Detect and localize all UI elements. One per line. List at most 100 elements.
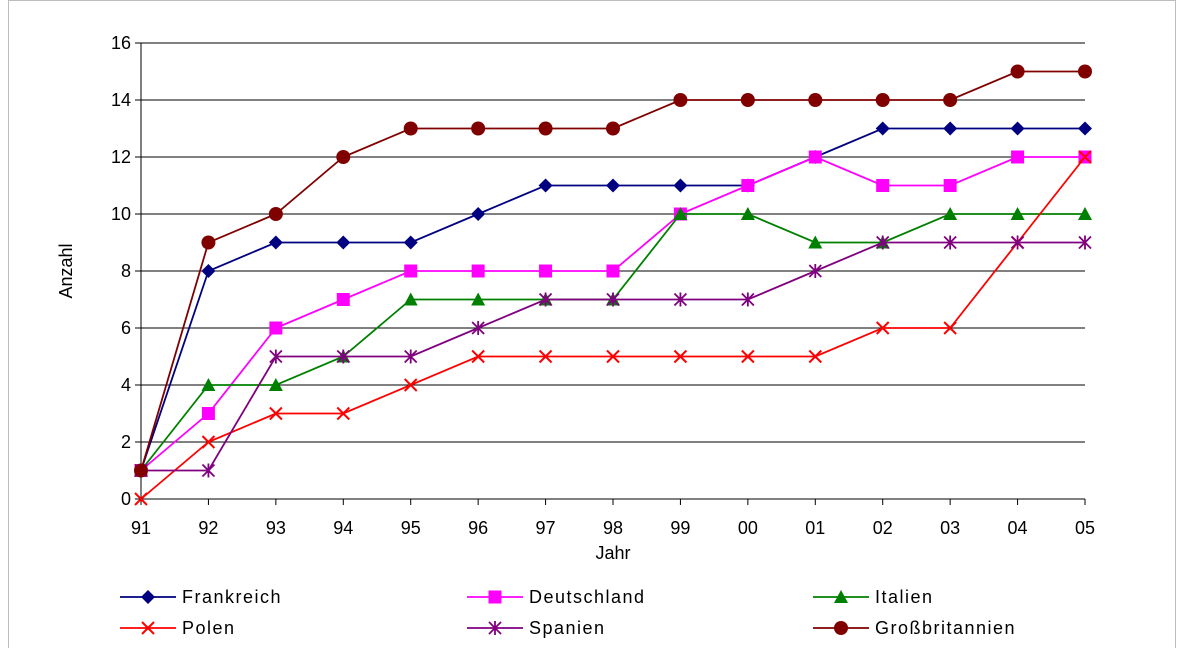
data-point-circle bbox=[740, 93, 755, 107]
data-point-circle bbox=[201, 235, 216, 250]
data-point-star bbox=[1078, 235, 1092, 250]
legend-label: Italien bbox=[875, 587, 934, 607]
legend-item: Italien bbox=[813, 587, 934, 607]
data-point-x-stroke bbox=[606, 349, 620, 364]
x-tick-label: 95 bbox=[401, 518, 421, 538]
data-point-circle bbox=[336, 150, 351, 164]
data-point-square bbox=[488, 590, 502, 604]
x-tick-label: 02 bbox=[873, 518, 893, 538]
y-tick-label: 0 bbox=[121, 489, 131, 509]
x-tick-label: 93 bbox=[266, 518, 286, 538]
data-point-star-stroke bbox=[808, 264, 822, 278]
data-point-x bbox=[404, 378, 418, 392]
data-point-circle bbox=[834, 621, 848, 635]
data-point-star bbox=[336, 349, 350, 364]
data-point-x-stroke bbox=[943, 321, 957, 335]
data-point-triangle bbox=[268, 378, 283, 391]
series-großbritannien bbox=[134, 64, 1092, 478]
data-point-star-stroke bbox=[201, 463, 216, 478]
legend-label: Frankreich bbox=[182, 587, 282, 607]
data-point-circle bbox=[1010, 64, 1025, 79]
data-point-x-stroke bbox=[876, 321, 890, 335]
y-tick-label: 4 bbox=[121, 375, 131, 395]
legend-item: Frankreich bbox=[120, 587, 282, 607]
x-tick-label: 99 bbox=[670, 518, 690, 538]
data-point-x bbox=[336, 406, 350, 421]
data-point-diamond bbox=[1010, 121, 1025, 136]
data-point-x bbox=[201, 435, 216, 449]
data-point-circle bbox=[943, 93, 958, 107]
data-point-triangle bbox=[1010, 207, 1025, 220]
data-point-square bbox=[876, 179, 890, 192]
data-point-x bbox=[943, 321, 957, 335]
legend-label: Polen bbox=[182, 618, 236, 638]
x-tick-label: 01 bbox=[805, 518, 825, 538]
data-point-triangle bbox=[834, 590, 848, 603]
data-point-x-stroke bbox=[336, 406, 350, 421]
legend-label: Deutschland bbox=[529, 587, 646, 607]
data-point-star-stroke bbox=[876, 235, 890, 250]
data-point-star-stroke bbox=[269, 349, 283, 364]
data-point-diamond bbox=[673, 178, 688, 193]
data-point-diamond bbox=[268, 235, 283, 250]
data-point-x bbox=[538, 349, 553, 364]
chart-frame bbox=[8, 0, 1176, 648]
series-frankreich bbox=[134, 121, 1092, 478]
x-tick-labels: 91 92 93 94 95 96 97 98 99 00 01 02 03 04 05 bbox=[131, 499, 1095, 538]
data-point-star bbox=[538, 292, 553, 307]
data-point-diamond bbox=[403, 235, 418, 250]
data-point-diamond bbox=[606, 178, 620, 193]
series-spanien bbox=[134, 235, 1092, 478]
data-point-diamond bbox=[1078, 121, 1092, 136]
data-point-star bbox=[1010, 235, 1025, 250]
data-point-x bbox=[1078, 150, 1092, 164]
data-point-x-stroke bbox=[141, 621, 155, 635]
x-tick-label: 04 bbox=[1008, 518, 1028, 538]
data-point-square bbox=[269, 321, 283, 335]
data-point-square bbox=[336, 293, 350, 306]
data-point-x-stroke bbox=[673, 349, 688, 364]
data-point-x-stroke bbox=[741, 349, 755, 364]
data-point-star-stroke bbox=[336, 349, 350, 364]
data-point-triangle bbox=[740, 207, 755, 220]
data-point-star bbox=[488, 621, 502, 635]
y-tick-label: 2 bbox=[121, 432, 131, 452]
data-point-x bbox=[876, 321, 890, 335]
y-axis-title: Anzahl bbox=[56, 243, 76, 298]
data-point-x-stroke bbox=[808, 349, 822, 364]
x-axis-title: Jahr bbox=[595, 543, 630, 563]
data-point-square bbox=[943, 179, 957, 192]
data-point-star-stroke bbox=[741, 292, 755, 307]
data-point-x-stroke bbox=[134, 492, 148, 506]
data-point-square bbox=[1011, 150, 1025, 164]
data-point-star bbox=[201, 463, 216, 478]
data-point-square bbox=[471, 264, 485, 278]
data-point-triangle bbox=[201, 378, 216, 391]
x-tick-label: 05 bbox=[1075, 518, 1095, 538]
data-point-circle bbox=[606, 121, 620, 136]
y-tick-label: 12 bbox=[111, 147, 131, 167]
series-layer bbox=[134, 64, 1092, 506]
data-point-star-stroke bbox=[943, 235, 957, 250]
data-point-star bbox=[943, 235, 957, 250]
data-point-square bbox=[539, 264, 553, 278]
data-point-diamond bbox=[201, 264, 216, 278]
data-point-circle bbox=[538, 121, 553, 136]
series-deutschland bbox=[134, 150, 1092, 477]
x-tick-label: 03 bbox=[940, 518, 960, 538]
data-point-star-stroke bbox=[471, 321, 485, 335]
data-point-x bbox=[741, 349, 755, 364]
data-point-circle bbox=[875, 93, 890, 107]
data-point-circle bbox=[673, 93, 688, 107]
y-tick-label: 14 bbox=[111, 90, 131, 110]
data-point-diamond bbox=[336, 235, 351, 250]
data-point-star bbox=[741, 292, 755, 307]
data-point-x-stroke bbox=[538, 349, 553, 364]
data-point-square bbox=[606, 264, 620, 278]
data-point-x-stroke bbox=[201, 435, 216, 449]
y-tick-label: 8 bbox=[121, 261, 131, 281]
y-tick-label: 16 bbox=[111, 33, 131, 53]
data-point-star bbox=[876, 235, 890, 250]
data-point-circle bbox=[808, 93, 823, 107]
